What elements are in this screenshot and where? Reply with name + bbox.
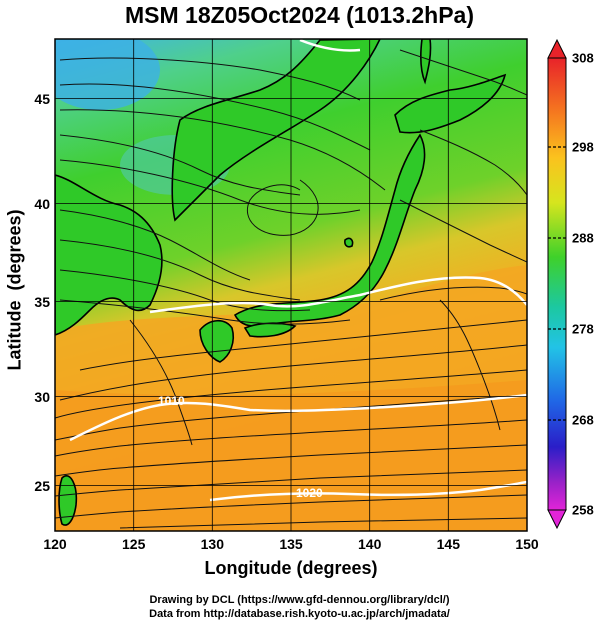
x-axis-label: Longitude (degrees) xyxy=(204,558,378,578)
colorbar-tick-label: 298 xyxy=(572,139,594,155)
colorbar-tick-label: 258 xyxy=(572,502,594,518)
isobar-label-1010: 1010 xyxy=(158,394,185,408)
y-tick-label: 40 xyxy=(34,195,50,212)
x-tick-label: 125 xyxy=(122,536,146,552)
colorbar-tick-label: 278 xyxy=(572,321,594,337)
y-tick-label: 30 xyxy=(34,388,50,405)
x-tick-label: 145 xyxy=(436,536,460,552)
x-tick-label: 120 xyxy=(43,536,67,552)
temperature-field xyxy=(55,39,527,531)
credit-drawing: Drawing by DCL (https://www.gfd-dennou.o… xyxy=(149,594,450,606)
y-tick-label: 45 xyxy=(34,90,50,107)
x-tick-label: 150 xyxy=(515,536,539,552)
colorbar-tick-label: 308 xyxy=(572,50,594,66)
figure-title: MSM 18Z05Oct2024 (1013.2hPa) xyxy=(124,2,474,28)
colorbar xyxy=(547,38,567,530)
isobar-label-1020: 1020 xyxy=(296,486,323,500)
x-tick-label: 130 xyxy=(200,536,224,552)
colorbar-tick-label: 268 xyxy=(572,412,594,428)
y-axis-label: Latitude (degrees) xyxy=(4,209,25,371)
y-tick-label: 35 xyxy=(34,293,50,310)
coastlines xyxy=(55,39,507,526)
grid-lines xyxy=(55,39,527,531)
x-tick-label: 135 xyxy=(279,536,303,552)
colorbar-tick-label: 288 xyxy=(572,230,594,246)
plot-frame xyxy=(54,38,528,532)
y-tick-label: 25 xyxy=(34,477,50,494)
wind-streamlines xyxy=(55,49,527,529)
isobar-lines xyxy=(69,39,527,502)
x-tick-label: 140 xyxy=(358,536,382,552)
credit-data: Data from http://database.rish.kyoto-u.a… xyxy=(149,608,450,620)
